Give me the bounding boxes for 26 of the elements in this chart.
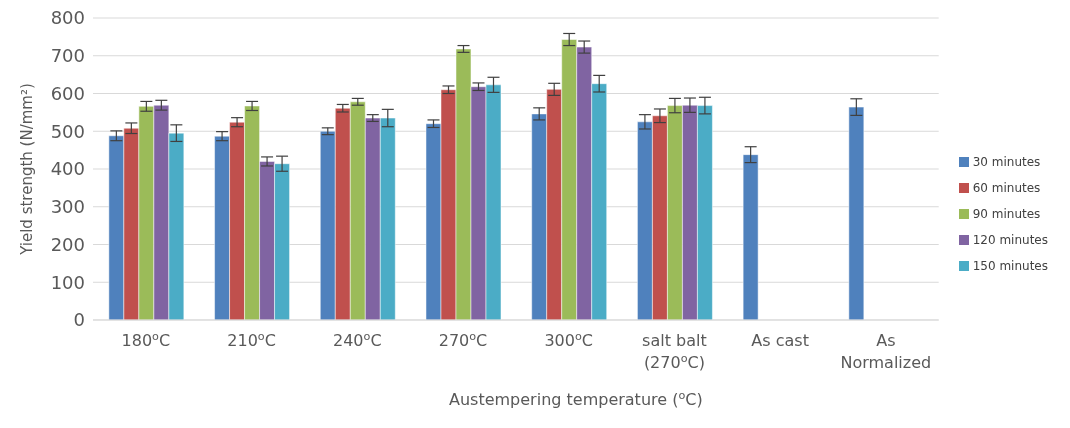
y-tick-label: 0 — [73, 309, 85, 331]
y-tick-label: 500 — [50, 120, 85, 142]
legend-label: 60 minutes — [972, 181, 1041, 195]
y-tick-label: 800 — [50, 7, 85, 29]
x-tick-label: 180$^{o}$C — [121, 329, 171, 350]
y-axis-title: Yield strength (N/mm²) — [18, 83, 36, 256]
x-tick-label: 300$^{o}$C — [544, 329, 593, 350]
legend-label: 150 minutes — [972, 259, 1048, 273]
y-tick-label: 700 — [50, 45, 85, 67]
y-tick-label: 600 — [50, 82, 85, 104]
x-axis-title: Austempering temperature ($^{o}$C) — [448, 388, 703, 409]
y-tick-label: 100 — [50, 271, 85, 293]
y-tick-label: 300 — [50, 196, 85, 218]
y-tick-label: 200 — [50, 233, 85, 255]
legend-label: 30 minutes — [972, 155, 1041, 169]
x-tick-label: 240$^{o}$C — [332, 329, 382, 350]
y-tick-label: 400 — [50, 158, 85, 180]
x-tick-label: salt balt (270$^{o}$C) — [642, 331, 707, 372]
x-tick-label: As cast — [751, 331, 809, 350]
bar — [742, 154, 759, 320]
bar — [848, 106, 865, 320]
x-tick-label: 210$^{o}$C — [227, 329, 276, 350]
legend-label: 120 minutes — [972, 233, 1048, 247]
x-tick-label: As Normalized — [840, 331, 932, 372]
legend-label: 90 minutes — [972, 207, 1041, 221]
x-tick-label: 270$^{o}$C — [438, 329, 488, 350]
